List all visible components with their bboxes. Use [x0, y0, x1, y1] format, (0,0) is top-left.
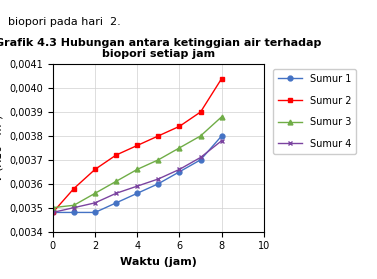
Sumur 2 [135, 144, 139, 147]
Sumur 2 [72, 187, 76, 190]
Sumur 2 [114, 153, 118, 157]
Sumur 1 [198, 158, 203, 162]
Y-axis label: V (X10⁻⁴m³): V (X10⁻⁴m³) [0, 114, 4, 182]
Line: Sumur 1: Sumur 1 [51, 133, 224, 215]
Sumur 4 [72, 206, 76, 209]
Sumur 4 [135, 184, 139, 188]
Sumur 1 [114, 201, 118, 205]
Sumur 4 [114, 192, 118, 195]
Sumur 3 [177, 146, 182, 150]
Sumur 3 [219, 115, 224, 119]
Legend: Sumur 1, Sumur 2, Sumur 3, Sumur 4: Sumur 1, Sumur 2, Sumur 3, Sumur 4 [273, 69, 356, 154]
Sumur 3 [93, 192, 97, 195]
Sumur 3 [198, 134, 203, 138]
Sumur 4 [51, 211, 55, 214]
Line: Sumur 4: Sumur 4 [51, 138, 224, 215]
Sumur 2 [93, 168, 97, 171]
Title: Grafik 4.3 Hubungan antara ketinggian air terhadap
biopori setiap jam: Grafik 4.3 Hubungan antara ketinggian ai… [0, 38, 322, 59]
Sumur 4 [93, 201, 97, 205]
Sumur 1 [72, 211, 76, 214]
Line: Sumur 2: Sumur 2 [51, 76, 224, 215]
Sumur 4 [198, 156, 203, 159]
Sumur 1 [219, 134, 224, 138]
Sumur 4 [219, 139, 224, 142]
Sumur 2 [51, 211, 55, 214]
Sumur 2 [156, 134, 161, 138]
Sumur 3 [72, 204, 76, 207]
X-axis label: Waktu (jam): Waktu (jam) [120, 257, 197, 267]
Sumur 2 [198, 110, 203, 114]
Sumur 4 [177, 168, 182, 171]
Line: Sumur 3: Sumur 3 [51, 114, 224, 210]
Sumur 1 [156, 182, 161, 186]
Text: biopori pada hari  2.: biopori pada hari 2. [8, 17, 120, 27]
Sumur 4 [156, 177, 161, 181]
Sumur 2 [219, 77, 224, 80]
Sumur 2 [177, 125, 182, 128]
Sumur 3 [114, 180, 118, 183]
Sumur 1 [51, 211, 55, 214]
Sumur 3 [156, 158, 161, 162]
Sumur 3 [51, 206, 55, 209]
Sumur 1 [93, 211, 97, 214]
Sumur 1 [177, 170, 182, 174]
Sumur 3 [135, 168, 139, 171]
Sumur 1 [135, 192, 139, 195]
